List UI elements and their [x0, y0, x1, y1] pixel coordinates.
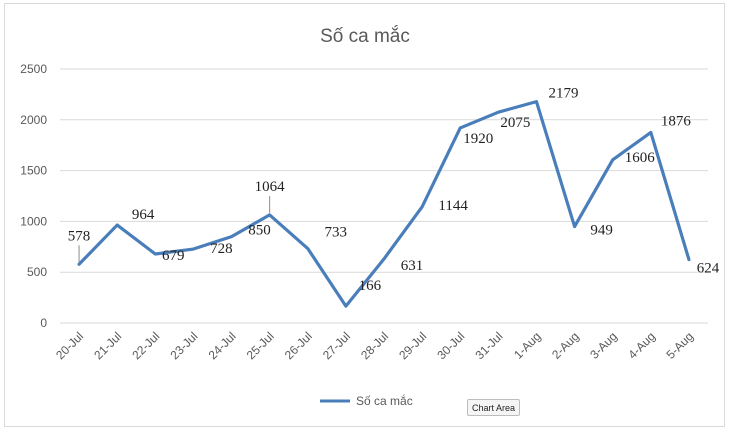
data-label: 733: [325, 225, 348, 241]
data-label: 624: [697, 261, 720, 277]
x-tick-label: 30-Jul: [434, 329, 467, 362]
x-tick-label: 5-Aug: [664, 329, 697, 362]
y-tick-label: 2000: [20, 113, 47, 127]
chart-area[interactable]: [4, 3, 725, 427]
data-label: 728: [210, 241, 233, 257]
x-tick-label: 23-Jul: [168, 329, 201, 362]
y-axis-ticks: 0 500 1000 1500 2000 2500: [20, 62, 47, 330]
chart-area-tooltip: Chart Area: [467, 399, 520, 416]
data-label: 964: [132, 207, 155, 223]
gridlines: [60, 68, 708, 324]
data-label: 631: [401, 258, 424, 274]
y-tick-label: 2500: [20, 62, 47, 76]
x-tick-label: 27-Jul: [320, 329, 353, 362]
data-label: 1144: [438, 198, 468, 214]
x-tick-label: 24-Jul: [206, 329, 239, 362]
x-tick-label: 26-Jul: [282, 329, 315, 362]
data-label: 1876: [661, 113, 692, 129]
data-label: 679: [162, 248, 185, 264]
x-tick-label: 3-Aug: [587, 329, 620, 362]
x-axis-ticks: 20-Jul 21-Jul 22-Jul 23-Jul 24-Jul 25-Jul 26-J…: [53, 329, 696, 362]
x-tick-label: 31-Jul: [472, 329, 505, 362]
data-label: 2179: [548, 86, 578, 102]
x-tick-label: 28-Jul: [358, 329, 391, 362]
x-tick-label: 2-Aug: [549, 329, 582, 362]
y-tick-label: 500: [27, 265, 47, 279]
x-tick-label: 25-Jul: [244, 329, 277, 362]
x-tick-label: 22-Jul: [129, 329, 162, 362]
data-label: 949: [590, 223, 613, 239]
x-tick-label: 1-Aug: [511, 329, 544, 362]
legend[interactable]: Số ca mắc: [320, 393, 413, 408]
x-tick-label: 21-Jul: [91, 329, 124, 362]
data-label: 850: [248, 223, 271, 239]
data-label: 578: [68, 228, 91, 244]
y-tick-label: 1500: [20, 164, 47, 178]
data-label: 1920: [463, 131, 493, 147]
series-line: [77, 100, 691, 308]
data-label: 1606: [625, 150, 656, 166]
data-labels: 578 964 679 728 850 1064 733 166 631 1144 1920 2075…: [68, 86, 720, 295]
x-tick-label: 20-Jul: [53, 329, 86, 362]
chart-title: Số ca mắc: [320, 25, 410, 47]
x-tick-label: 29-Jul: [396, 329, 429, 362]
data-label: 2075: [500, 115, 530, 131]
data-label: 1064: [255, 179, 286, 195]
legend-label: Số ca mắc: [356, 393, 413, 408]
y-tick-label: 0: [40, 316, 47, 330]
y-tick-label: 1000: [20, 214, 47, 228]
x-tick-label: 4-Aug: [625, 329, 658, 362]
data-label: 166: [359, 278, 382, 294]
series-layer: [77, 100, 691, 308]
